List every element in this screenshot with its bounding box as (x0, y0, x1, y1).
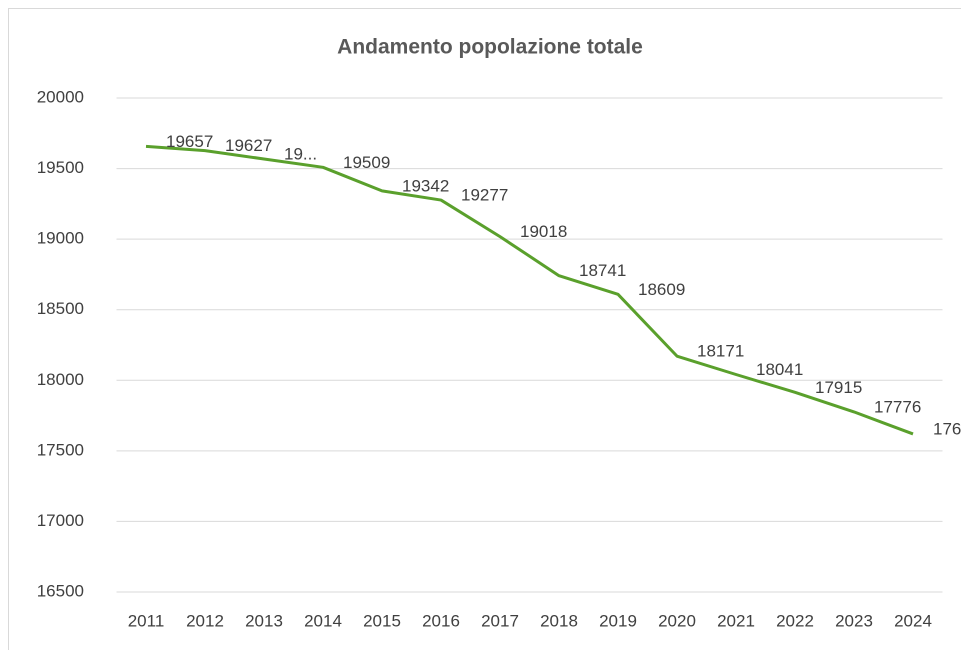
y-tick-label: 19500 (37, 158, 84, 177)
x-tick-label: 2014 (304, 611, 342, 630)
x-tick-label: 2019 (599, 611, 637, 630)
data-label: 18741 (579, 261, 626, 280)
x-tick-label: 2013 (245, 611, 283, 630)
x-tick-label: 2018 (540, 611, 578, 630)
chart-border (8, 8, 961, 650)
x-tick-label: 2017 (481, 611, 519, 630)
x-tick-label: 2024 (894, 611, 932, 630)
x-tick-label: 2022 (776, 611, 814, 630)
x-tick-label: 2023 (835, 611, 873, 630)
data-label: 19509 (343, 153, 390, 172)
y-tick-label: 18000 (37, 370, 84, 389)
data-label: 18171 (697, 342, 744, 361)
y-tick-label: 17000 (37, 511, 84, 530)
data-label: 19277 (461, 186, 508, 205)
data-label: 18609 (638, 280, 685, 299)
data-line (145, 144, 914, 436)
y-tick-label: 20000 (37, 87, 84, 106)
x-tick-label: 2020 (658, 611, 696, 630)
data-label: 19... (284, 144, 317, 163)
data-label: 19342 (402, 176, 449, 195)
y-tick-label: 19000 (37, 229, 84, 248)
data-label: 17776 (874, 397, 921, 416)
data-label: 17620 (933, 419, 961, 438)
x-tick-label: 2016 (422, 611, 460, 630)
x-tick-label: 2015 (363, 611, 401, 630)
data-label: 17915 (815, 378, 862, 397)
x-tick-label: 2012 (186, 611, 224, 630)
y-tick-label: 18500 (37, 299, 84, 318)
y-tick-label: 16500 (37, 581, 84, 600)
chart-title: Andamento popolazione totale (337, 36, 643, 59)
data-label: 18041 (756, 360, 803, 379)
x-tick-label: 2011 (128, 611, 165, 630)
data-label: 19627 (225, 136, 272, 155)
x-tick-label: 2021 (717, 611, 755, 630)
data-label: 19018 (520, 222, 567, 241)
y-tick-label: 17500 (37, 440, 84, 459)
data-label: 19657 (166, 132, 213, 151)
